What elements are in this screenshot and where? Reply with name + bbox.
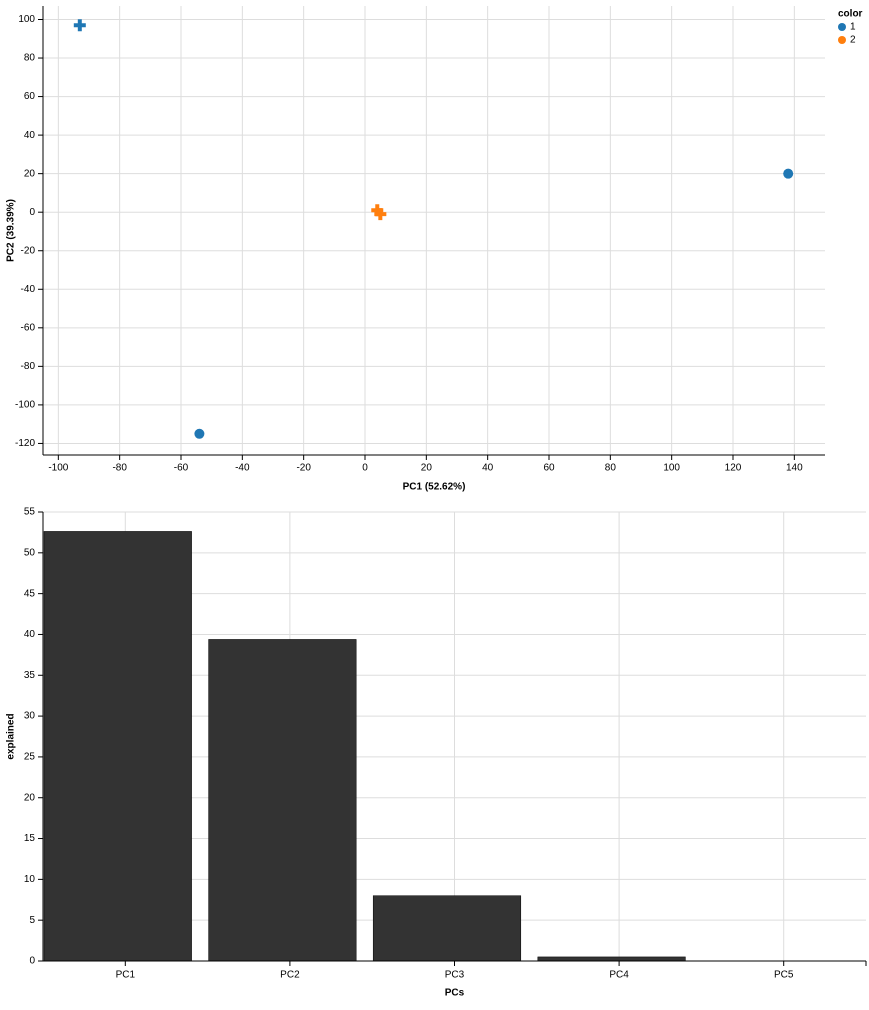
bar [372,895,522,962]
y-tick-label: 60 [24,91,36,102]
legend-title: color [838,9,863,20]
x-tick-label: 140 [786,463,803,474]
x-tick-label: -100 [48,463,68,474]
y-tick-label: -100 [15,400,35,411]
y-tick-label: 40 [24,629,36,640]
y-tick-label: -60 [21,322,36,333]
point [374,208,387,221]
x-tick-label: PC5 [774,970,794,981]
legend-swatch [838,36,846,44]
x-tick-label: 40 [482,463,494,474]
y-tick-label: 20 [24,168,36,179]
x-tick-label: -80 [112,463,127,474]
x-tick-label: 60 [543,463,555,474]
x-tick-label: PC1 [116,970,136,981]
legend-swatch [838,23,846,31]
point [194,428,205,439]
y-tick-label: 35 [24,670,36,681]
y-tick-label: 55 [24,507,36,518]
y-tick-label: 20 [24,792,36,803]
y-tick-label: -80 [21,361,36,372]
y-tick-label: 0 [29,956,35,967]
x-tick-label: 120 [725,463,742,474]
y-tick-label: 0 [29,207,35,218]
y-tick-label: 45 [24,588,36,599]
y-tick-label: 40 [24,130,36,141]
bar [43,531,192,962]
x-tick-label: -40 [235,463,250,474]
x-tick-label: -20 [296,463,311,474]
y-tick-label: 15 [24,833,36,844]
y-tick-label: -120 [15,438,35,449]
x-tick-label: PC2 [280,970,300,981]
point [783,168,794,179]
y-tick-label: 80 [24,53,36,64]
legend-label: 2 [850,35,856,46]
point [73,19,86,32]
x-tick-label: PC4 [609,970,629,981]
y-tick-label: 100 [18,14,35,25]
legend-label: 1 [850,22,856,33]
y-tick-label: 30 [24,711,36,722]
y-tick-label: 50 [24,547,36,558]
y-axis-title: PC2 (39.39%) [6,199,17,262]
x-tick-label: 0 [362,463,368,474]
point [371,204,384,217]
y-tick-label: -20 [21,245,36,256]
y-tick-label: -40 [21,284,36,295]
x-axis-title: PCs [445,988,465,999]
y-axis-title: explained [6,713,17,759]
x-tick-label: 80 [605,463,617,474]
x-tick-label: -60 [174,463,189,474]
x-axis-title: PC1 (52.62%) [403,482,466,493]
bar [208,639,357,962]
y-tick-label: 10 [24,874,36,885]
x-tick-label: PC3 [445,970,465,981]
bar [537,956,686,962]
x-tick-label: 100 [663,463,680,474]
y-tick-label: 5 [29,915,35,926]
x-tick-label: 20 [421,463,433,474]
y-tick-label: 25 [24,752,36,763]
